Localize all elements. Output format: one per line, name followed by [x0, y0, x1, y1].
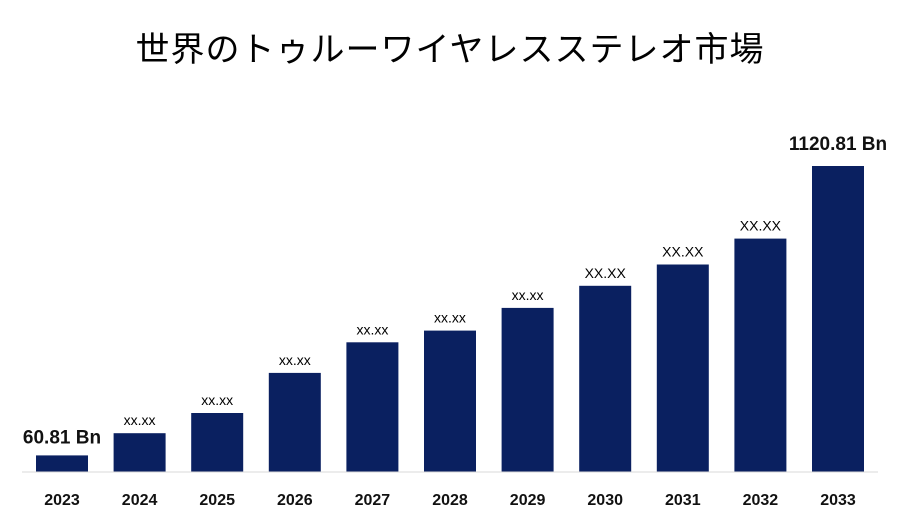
x-tick-2032: 2032 [743, 492, 779, 509]
x-tick-2024: 2024 [122, 492, 158, 509]
bar-2028 [424, 330, 476, 472]
x-tick-2033: 2033 [820, 492, 856, 509]
data-label-2025: xx.xx [201, 392, 233, 408]
bar-2030 [579, 285, 632, 472]
bars-group [36, 166, 864, 472]
chart-title: 世界のトゥルーワイヤレスステレオ市場 [135, 30, 765, 70]
bar-2027 [346, 342, 399, 472]
data-label-2027: xx.xx [356, 321, 388, 337]
data-label-2029: xx.xx [512, 287, 544, 303]
bar-2026 [268, 372, 321, 472]
data-label-2024: xx.xx [124, 412, 156, 428]
data-labels-group: 60.81 Bn xx.xx xx.xx xx.xx xx.xx xx.xx xx.xx XX… [23, 134, 887, 448]
x-tick-2030: 2030 [587, 492, 623, 509]
x-tick-2028: 2028 [432, 492, 468, 509]
x-tick-2027: 2027 [355, 492, 391, 509]
bar-2023 [36, 455, 88, 472]
bar-2033 [812, 166, 864, 472]
data-label-2033: 1120.81 Bn [789, 134, 887, 155]
data-label-2031: XX.XX [662, 244, 704, 260]
x-tick-labels-group: 2023 2024 2025 2026 2027 2028 2029 2030 2031 2032… [44, 492, 856, 509]
x-tick-2026: 2026 [277, 492, 313, 509]
bar-2024 [113, 433, 166, 472]
data-label-2030: XX.XX [585, 265, 627, 281]
x-tick-2023: 2023 [44, 492, 80, 509]
bar-2032 [734, 238, 787, 472]
data-label-2023: 60.81 Bn [23, 427, 101, 448]
data-label-2032: XX.XX [740, 218, 782, 234]
bar-2025 [191, 413, 244, 472]
bar-2031 [656, 264, 709, 472]
data-label-2028: xx.xx [434, 310, 466, 326]
bar-2029 [501, 307, 554, 472]
data-label-2026: xx.xx [279, 352, 311, 368]
x-tick-2031: 2031 [665, 492, 701, 509]
x-tick-2029: 2029 [510, 492, 546, 509]
x-tick-2025: 2025 [199, 492, 235, 509]
